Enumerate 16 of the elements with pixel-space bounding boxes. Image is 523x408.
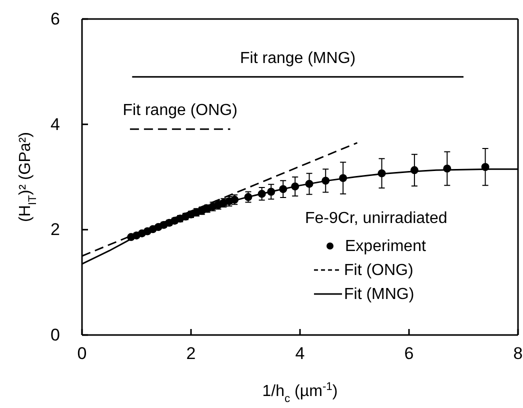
x-tick-label: 4: [295, 344, 305, 364]
y-tick-label: 4: [50, 114, 60, 134]
x-axis-title: 1/h$_{c}$ (µm$^{-1}$): [262, 381, 338, 405]
legend-title: Fe-9Cr, unirradiated: [305, 210, 448, 227]
annotation: Fit range (ONG): [122, 102, 238, 120]
y-tick-label: 6: [50, 9, 60, 28]
legend-label: Experiment: [345, 238, 426, 255]
legend-label: Fit (ONG): [344, 262, 414, 279]
x-tick-label: 0: [77, 344, 87, 364]
x-tick-label: 6: [404, 344, 414, 364]
x-tick-label: 2: [186, 344, 196, 364]
legend-label: Fit (MNG): [344, 286, 414, 303]
y-tick-label: 0: [50, 325, 60, 344]
x-tick-label: 8: [513, 344, 523, 364]
annotation: Fit range (MNG): [240, 50, 356, 67]
y-tick-label: 2: [50, 220, 60, 240]
